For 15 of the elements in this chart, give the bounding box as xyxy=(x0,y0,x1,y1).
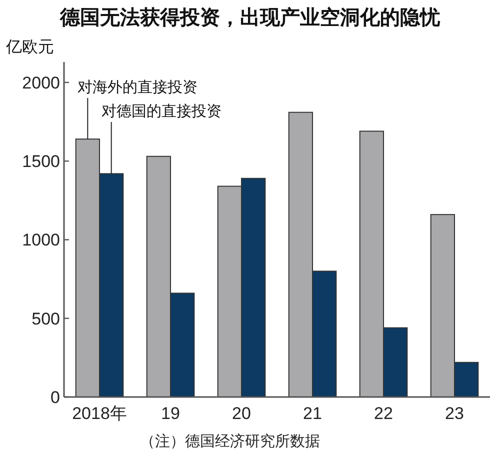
x-tick-label: 22 xyxy=(374,404,393,423)
y-tick-label: 1000 xyxy=(22,230,60,250)
y-axis-title: 亿欧元 xyxy=(5,39,54,56)
y-tick-label: 0 xyxy=(50,388,60,407)
x-tick-label: 21 xyxy=(303,404,322,423)
y-tick-label: 2000 xyxy=(22,73,60,92)
x-tick-label: 23 xyxy=(445,404,464,423)
y-tick-label: 1500 xyxy=(22,152,60,172)
chart-title: 德国无法获得投资，出现产业空洞化的隐忧 xyxy=(59,6,441,29)
y-tick-label: 500 xyxy=(32,309,60,328)
x-tick-label: 20 xyxy=(232,404,251,423)
x-tick-label: 2018年 xyxy=(72,404,127,423)
text: （注）德国经济研究所数据 xyxy=(140,433,320,450)
x-tick-label: 19 xyxy=(161,404,180,423)
legend: 对海外的直接投资 对德国的直接投资 xyxy=(78,79,222,174)
